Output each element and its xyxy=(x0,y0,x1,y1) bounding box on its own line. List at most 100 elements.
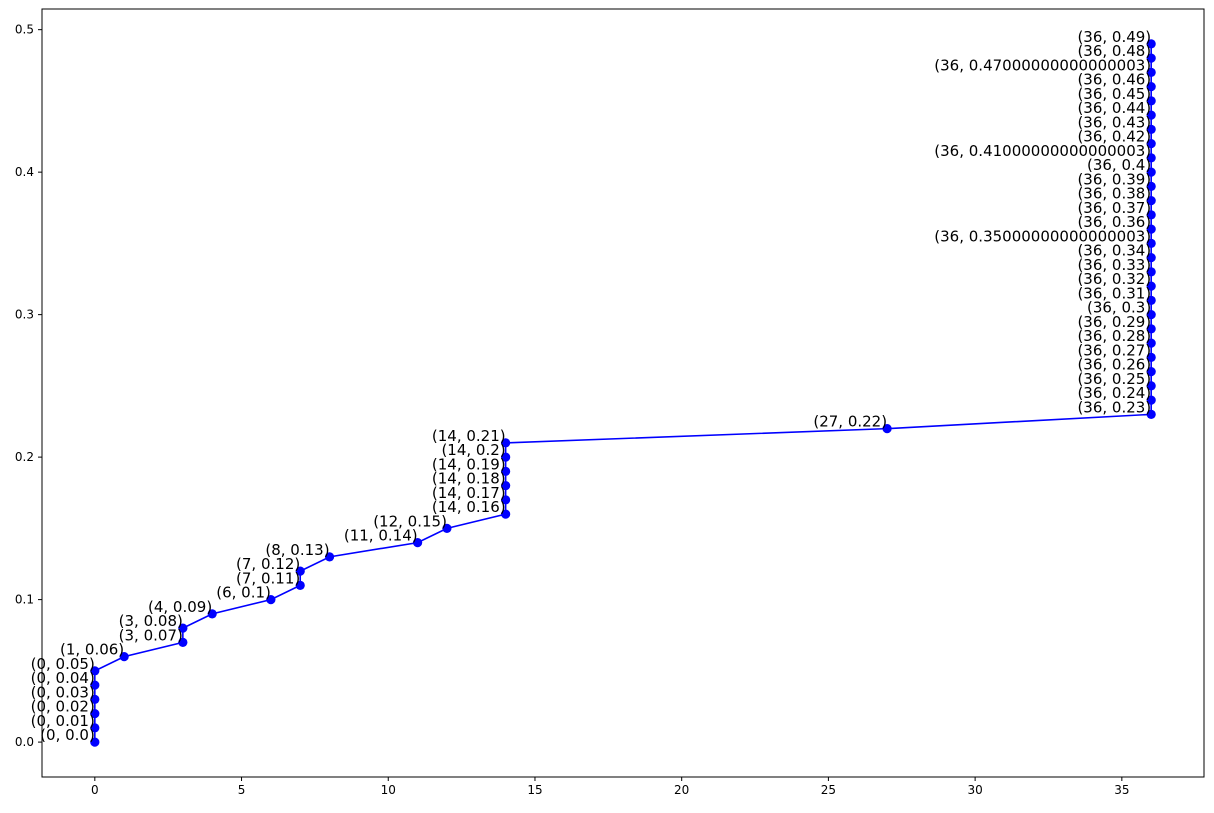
data-label: (7, 0.12) xyxy=(236,555,300,573)
data-label: (36, 0.27) xyxy=(1077,341,1151,359)
data-label: (36, 0.32) xyxy=(1077,270,1151,288)
data-label: (6, 0.1) xyxy=(216,584,271,602)
data-label: (36, 0.37) xyxy=(1077,199,1151,217)
data-point xyxy=(1146,110,1156,120)
data-point xyxy=(1146,238,1156,248)
data-label: (14, 0.21) xyxy=(432,427,506,445)
data-point xyxy=(1146,281,1156,291)
data-label: (4, 0.09) xyxy=(148,598,212,616)
y-tick-label: 0.1 xyxy=(15,593,34,607)
data-label: (0, 0.0) xyxy=(40,726,95,744)
data-label: (36, 0.43) xyxy=(1077,113,1151,131)
data-label: (36, 0.39) xyxy=(1077,170,1151,188)
data-point xyxy=(90,680,100,690)
data-point xyxy=(1146,409,1156,419)
data-label: (36, 0.35000000000000003) xyxy=(934,227,1151,245)
x-tick-label: 30 xyxy=(967,783,982,797)
data-label: (36, 0.31) xyxy=(1077,284,1151,302)
data-label: (14, 0.19) xyxy=(432,455,506,473)
data-label: (36, 0.49) xyxy=(1077,28,1151,46)
data-label: (36, 0.26) xyxy=(1077,356,1151,374)
axes-frame xyxy=(41,8,1205,778)
data-label: (27, 0.22) xyxy=(813,413,887,431)
data-point xyxy=(1146,82,1156,92)
y-tick-label: 0.3 xyxy=(15,308,34,322)
data-label: (36, 0.45) xyxy=(1077,85,1151,103)
data-label: (3, 0.07) xyxy=(119,626,183,644)
data-point xyxy=(90,737,100,747)
data-label: (0, 0.04) xyxy=(31,669,95,687)
data-label: (12, 0.15) xyxy=(373,512,447,530)
data-point xyxy=(1146,153,1156,163)
x-tick-label: 0 xyxy=(91,783,99,797)
data-point xyxy=(178,623,188,633)
data-label: (0, 0.02) xyxy=(31,698,95,716)
data-point xyxy=(1146,181,1156,191)
data-point xyxy=(1146,338,1156,348)
data-label: (36, 0.42) xyxy=(1077,128,1151,146)
data-label: (36, 0.33) xyxy=(1077,256,1151,274)
data-point xyxy=(1146,39,1156,49)
data-label: (36, 0.24) xyxy=(1077,384,1151,402)
data-point xyxy=(442,523,452,533)
plot-area: (0, 0.0)(0, 0.01)(0, 0.02)(0, 0.03)(0, 0… xyxy=(31,28,1156,747)
data-point xyxy=(1146,295,1156,305)
data-label: (36, 0.28) xyxy=(1077,327,1151,345)
data-label: (7, 0.11) xyxy=(236,569,300,587)
data-point xyxy=(501,481,511,491)
data-point xyxy=(1146,352,1156,362)
data-point xyxy=(501,495,511,505)
data-point xyxy=(1146,139,1156,149)
data-point xyxy=(178,637,188,647)
x-tick-label: 10 xyxy=(381,783,396,797)
data-label: (14, 0.17) xyxy=(432,484,506,502)
x-tick-label: 5 xyxy=(238,783,246,797)
data-point xyxy=(1146,253,1156,263)
data-label: (14, 0.18) xyxy=(432,470,506,488)
data-point xyxy=(295,566,305,576)
data-point xyxy=(1146,53,1156,63)
data-label: (11, 0.14) xyxy=(344,527,418,545)
data-point xyxy=(501,466,511,476)
data-label: (36, 0.23) xyxy=(1077,398,1151,416)
data-label: (36, 0.36) xyxy=(1077,213,1151,231)
y-tick-label: 0.5 xyxy=(15,23,34,37)
data-label: (0, 0.03) xyxy=(31,683,95,701)
data-label: (3, 0.08) xyxy=(119,612,183,630)
data-point xyxy=(1146,267,1156,277)
data-point xyxy=(1146,167,1156,177)
data-point xyxy=(501,438,511,448)
y-tick-label: 0.2 xyxy=(15,450,34,464)
data-label: (0, 0.01) xyxy=(31,712,95,730)
data-point xyxy=(90,694,100,704)
x-tick-label: 20 xyxy=(674,783,689,797)
data-point xyxy=(119,651,129,662)
data-point xyxy=(1146,210,1156,220)
data-point xyxy=(1146,124,1156,135)
data-point xyxy=(1146,324,1156,334)
data-point xyxy=(90,666,100,676)
data-label: (36, 0.48) xyxy=(1077,42,1151,60)
x-tick-label: 15 xyxy=(527,783,542,797)
data-point xyxy=(1146,224,1156,234)
data-label: (36, 0.41000000000000003) xyxy=(934,142,1151,160)
data-label: (36, 0.4) xyxy=(1087,156,1151,174)
data-point xyxy=(1146,367,1156,377)
data-label: (36, 0.34) xyxy=(1077,242,1151,260)
data-label: (36, 0.29) xyxy=(1077,313,1151,331)
data-label: (14, 0.16) xyxy=(432,498,506,516)
data-label: (14, 0.2) xyxy=(441,441,505,459)
data-point xyxy=(1146,381,1156,391)
y-tick-label: 0.4 xyxy=(15,165,34,179)
data-label: (36, 0.44) xyxy=(1077,99,1151,117)
data-label: (36, 0.38) xyxy=(1077,185,1151,203)
data-point xyxy=(207,609,217,619)
data-point xyxy=(1146,196,1156,206)
data-label: (36, 0.47000000000000003) xyxy=(934,56,1151,74)
data-label: (36, 0.46) xyxy=(1077,71,1151,89)
x-tick-label: 25 xyxy=(821,783,836,797)
data-point xyxy=(412,538,423,548)
x-tick-label: 35 xyxy=(1114,783,1129,797)
